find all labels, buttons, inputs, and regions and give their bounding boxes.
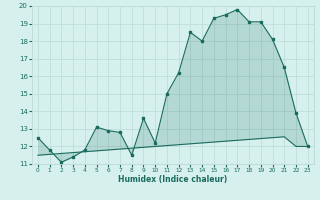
X-axis label: Humidex (Indice chaleur): Humidex (Indice chaleur)	[118, 175, 228, 184]
